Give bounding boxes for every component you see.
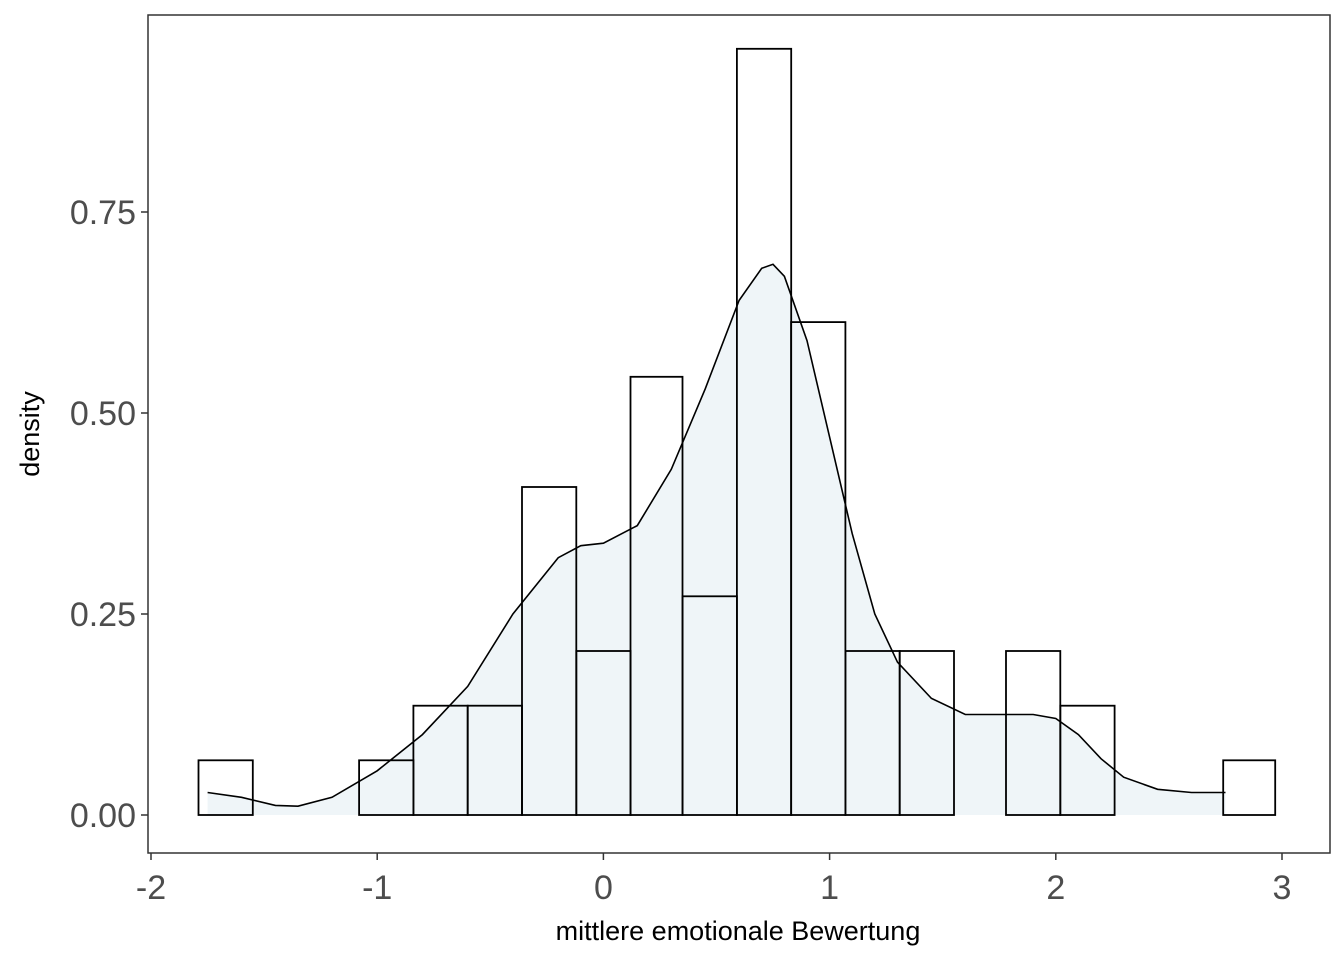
y-tick-label: 0.75: [70, 194, 136, 232]
histogram-bar: [790, 321, 847, 816]
density-layer: [207, 264, 1226, 815]
histogram-bar: [898, 650, 955, 816]
density-area: [207, 264, 1226, 815]
y-axis: 0.00 0.25 0.50 0.75: [70, 194, 148, 835]
histogram-bar: [197, 759, 254, 816]
x-tick-label: 0: [594, 869, 613, 907]
x-axis-title: mittlere emotionale Bewertung: [556, 916, 921, 946]
x-tick-label: -1: [362, 869, 392, 907]
x-tick-label: -2: [136, 869, 166, 907]
histogram-bar: [1222, 759, 1277, 816]
histogram-bars: [197, 47, 1277, 816]
x-tick-label: 1: [820, 869, 839, 907]
y-tick-label: 0.25: [70, 596, 136, 634]
x-axis: -2 -1 0 1 2 3: [136, 853, 1292, 907]
histogram-bar: [1059, 704, 1116, 816]
x-tick-label: 3: [1273, 869, 1292, 907]
density-curve: [207, 263, 1226, 808]
y-tick-label: 0.00: [70, 797, 136, 835]
y-axis-title: density: [15, 391, 45, 477]
y-tick-label: 0.50: [70, 395, 136, 433]
panel-border: [147, 14, 1331, 854]
x-tick-label: 2: [1046, 869, 1065, 907]
